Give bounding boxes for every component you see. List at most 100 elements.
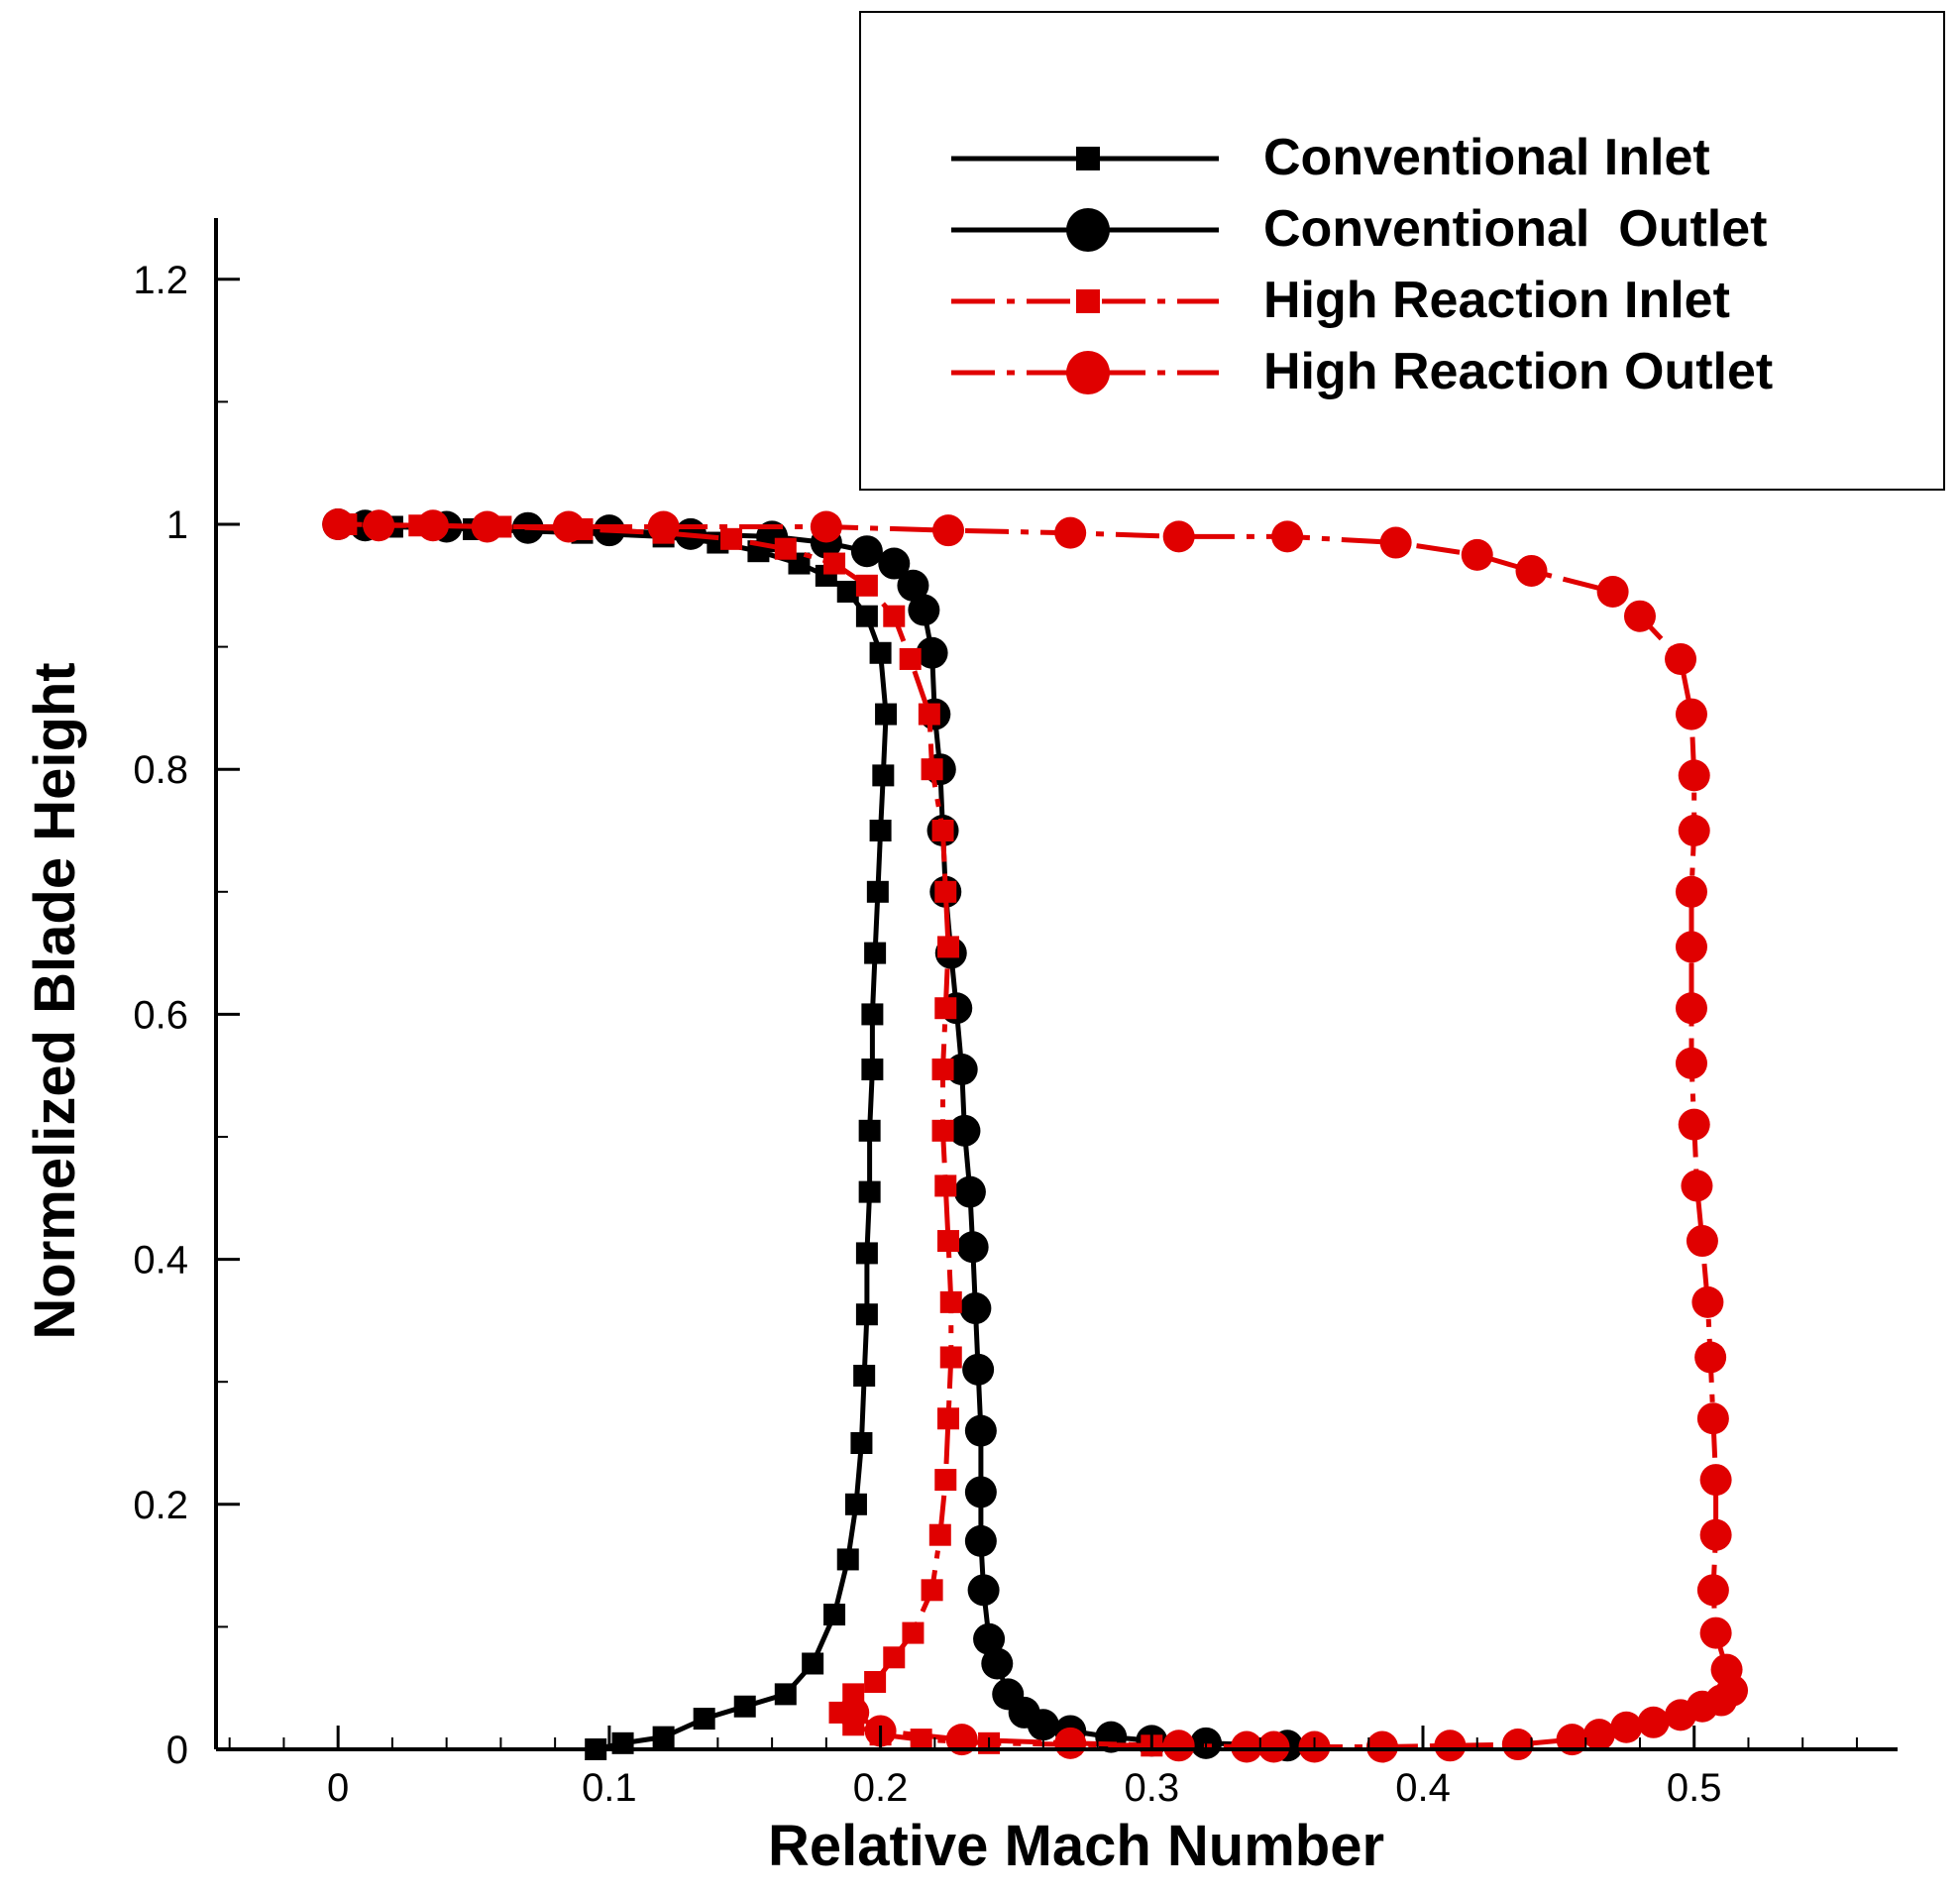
data-point (855, 1242, 878, 1265)
x-tick-label: 0.1 (582, 1766, 637, 1810)
data-point (964, 1476, 997, 1508)
data-point (908, 594, 940, 626)
data-point (1637, 1706, 1670, 1738)
y-tick-label: 0.4 (133, 1239, 188, 1283)
data-point (850, 535, 883, 568)
data-point (981, 1647, 1014, 1680)
data-point (872, 764, 895, 787)
ticks: 0 0.1 0.2 0.3 0.4 0.5 0 0.2 0.4 0.6 0.8 1 1.2 (133, 259, 1858, 1810)
data-point (959, 1292, 992, 1325)
data-point (855, 605, 878, 627)
data-point (693, 1708, 715, 1731)
data-point (1623, 600, 1656, 632)
data-point (1665, 642, 1697, 675)
data-point (416, 509, 449, 542)
data-point (858, 1180, 881, 1203)
data-point (836, 1548, 859, 1571)
data-point (945, 1054, 978, 1086)
legend: Conventional Inlet Conventional Outlet H… (859, 11, 1945, 491)
data-point (471, 510, 503, 543)
legend-samples (951, 147, 1219, 394)
y-axis-title: Normelized Blade Height (23, 662, 87, 1339)
y-tick-label: 0.2 (133, 1484, 188, 1527)
data-point (931, 820, 954, 841)
data-point (1461, 538, 1493, 571)
data-point (1678, 1108, 1710, 1141)
data-point (652, 1726, 675, 1748)
data-point (1675, 698, 1707, 730)
data-point (937, 1407, 960, 1430)
data-point (1501, 1729, 1534, 1761)
data-point (802, 1652, 824, 1675)
legend-sample-marker (1066, 351, 1110, 394)
data-point (1054, 516, 1087, 549)
data-point (774, 537, 797, 560)
legend-label-conventional-outlet: Conventional Outlet (1263, 200, 1767, 258)
legend-label-high-reaction-inlet: High Reaction Inlet (1263, 272, 1730, 329)
data-point (552, 510, 585, 543)
x-tick-label: 0.3 (1124, 1766, 1179, 1810)
data-point (967, 1574, 1000, 1607)
plot-area (322, 508, 1749, 1763)
data-point (1675, 875, 1707, 908)
data-point (861, 1059, 884, 1081)
data-point (1515, 554, 1548, 587)
data-point (850, 1432, 873, 1454)
data-point (932, 514, 965, 547)
data-point (1675, 931, 1707, 963)
data-point (1379, 526, 1412, 559)
data-point (866, 880, 889, 903)
data-point (918, 703, 940, 726)
data-point (869, 641, 892, 664)
data-point (363, 509, 395, 542)
data-point (1162, 520, 1195, 553)
data-point (1696, 1402, 1729, 1435)
data-point (956, 1231, 989, 1264)
legend-sample-marker (1076, 289, 1100, 313)
data-point (934, 997, 957, 1020)
y-tick-label: 1.2 (133, 259, 188, 302)
data-point (733, 1695, 756, 1718)
data-point (878, 547, 911, 580)
data-point (910, 1729, 932, 1751)
legend-sample-marker (1066, 208, 1110, 252)
data-point (1271, 520, 1304, 553)
x-tick-label: 0.5 (1667, 1766, 1722, 1810)
data-point (1610, 1711, 1643, 1743)
data-point (921, 758, 943, 781)
data-point (810, 510, 842, 543)
y-tick-label: 1 (166, 503, 188, 547)
data-point (1231, 1731, 1263, 1763)
data-point (1696, 1574, 1729, 1607)
axes (214, 218, 1898, 1751)
data-point (964, 1414, 997, 1447)
x-tick-label: 0.2 (853, 1766, 909, 1810)
data-point (836, 580, 859, 603)
data-point (647, 510, 680, 543)
x-axis-title: Relative Mach Number (768, 1814, 1384, 1878)
data-point (883, 605, 906, 627)
data-point (1681, 1170, 1713, 1202)
data-point (1699, 1617, 1732, 1649)
data-point (883, 1646, 906, 1669)
data-point (1675, 992, 1707, 1025)
data-point (844, 1493, 867, 1515)
data-point (869, 820, 892, 841)
data-point (853, 1365, 876, 1388)
data-point (322, 508, 355, 540)
data-point (855, 1303, 878, 1326)
data-point (1694, 1341, 1727, 1374)
data-point (921, 1579, 943, 1602)
data-point (931, 1059, 954, 1081)
series-line (338, 521, 1735, 1749)
data-point (953, 1175, 986, 1208)
data-point (1699, 1464, 1732, 1497)
data-point (864, 942, 887, 964)
y-tick-label: 0.6 (133, 993, 188, 1037)
data-point (858, 1119, 881, 1142)
data-point (934, 880, 957, 903)
legend-label-high-reaction-outlet: High Reaction Outlet (1263, 343, 1773, 400)
data-point (973, 1622, 1006, 1655)
data-point (1257, 1731, 1290, 1763)
data-point (1162, 1730, 1195, 1762)
